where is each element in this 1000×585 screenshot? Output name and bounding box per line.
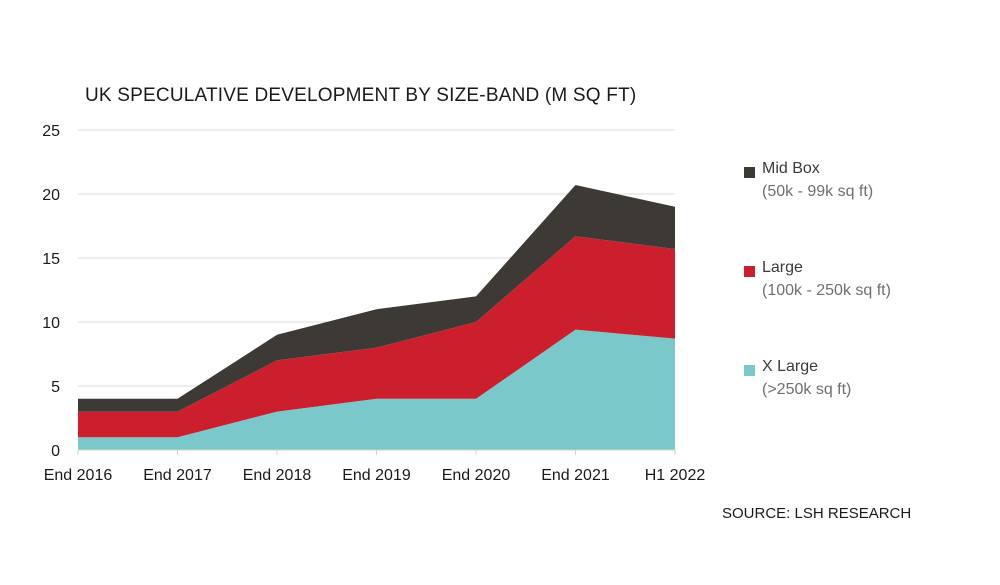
y-axis-ticks: 0 5 10 15 20 25 xyxy=(42,123,60,460)
y-tick-label: 25 xyxy=(42,123,60,140)
y-tick-label: 20 xyxy=(42,187,60,204)
x-tick-label: End 2016 xyxy=(44,467,113,484)
x-tick-label: End 2021 xyxy=(541,467,610,484)
y-tick-label: 0 xyxy=(51,443,60,460)
x-tick-label: H1 2022 xyxy=(645,467,706,484)
stacked-areas xyxy=(78,185,675,450)
legend-swatch-mid-box xyxy=(744,167,755,178)
x-tick-label: End 2019 xyxy=(342,467,411,484)
legend-detail-mid-box: (50k - 99k sq ft) xyxy=(762,183,874,200)
legend-detail-x-large: (>250k sq ft) xyxy=(762,381,852,398)
source-note: SOURCE: LSH RESEARCH xyxy=(722,505,912,522)
y-tick-label: 5 xyxy=(51,379,60,396)
legend-label-large: Large xyxy=(762,259,803,276)
area-large xyxy=(78,236,675,438)
legend-label-mid-box: Mid Box xyxy=(762,160,820,177)
y-tick-label: 15 xyxy=(42,251,60,268)
legend-swatch-x-large xyxy=(744,365,755,376)
chart-title: UK SPECULATIVE DEVELOPMENT BY SIZE-BAND … xyxy=(85,85,637,106)
y-tick-label: 10 xyxy=(42,315,60,332)
area-x-large xyxy=(78,329,675,450)
area-mid-box xyxy=(78,185,675,412)
x-tick-label: End 2020 xyxy=(442,467,511,484)
x-tick-label: End 2017 xyxy=(143,467,212,484)
legend-detail-large: (100k - 250k sq ft) xyxy=(762,282,891,299)
legend-swatch-large xyxy=(744,266,755,277)
x-axis-ticks: End 2016 End 2017 End 2018 End 2019 End 2020… xyxy=(44,450,706,484)
legend-label-x-large: X Large xyxy=(762,358,819,375)
x-tick-label: End 2018 xyxy=(243,467,312,484)
